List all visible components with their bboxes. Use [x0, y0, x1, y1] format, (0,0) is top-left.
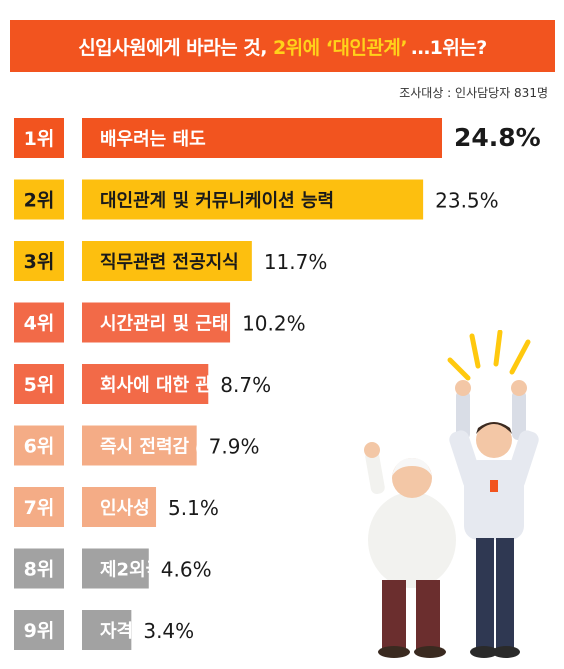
rank-label: 3위	[24, 251, 55, 273]
rank-label: 9위	[24, 620, 55, 642]
value-label: 5.1%	[168, 496, 219, 520]
bar-label: 대인관계 및 커뮤니케이션 능력	[100, 191, 334, 212]
rank-label: 4위	[24, 313, 55, 335]
value-label: 10.2%	[242, 312, 306, 336]
bar	[82, 118, 442, 158]
bar	[82, 487, 157, 527]
short-man-figure	[364, 442, 456, 658]
rank-box	[14, 610, 64, 650]
value-label: 11.7%	[264, 250, 328, 274]
bar-label: 직무관련 전공지식	[100, 252, 239, 273]
rank-label: 8위	[24, 559, 55, 581]
office-workers-illustration	[364, 330, 539, 658]
title-suffix: …1위는?	[411, 36, 487, 59]
bar-label: 제2외국어 능력	[100, 560, 218, 581]
value-label: 3.4%	[143, 619, 194, 643]
rank-label: 2위	[24, 190, 55, 212]
bar-label: 인사성	[100, 498, 150, 519]
rank-box	[14, 487, 64, 527]
bar	[82, 610, 132, 650]
bar-row: 2위 대인관계 및 커뮤니케이션 능력 23.5%	[14, 179, 499, 220]
title-banner: 신입사원에게 바라는 것, 2위에 ‘대인관계’ …1위는?	[10, 20, 555, 72]
rank-label: 6위	[24, 436, 55, 458]
bar-label: 회사에 대한 관심	[100, 375, 228, 396]
bar-row: 3위 직무관련 전공지식 11.7%	[14, 241, 327, 281]
rank-box	[14, 302, 64, 343]
value-label: 4.6%	[161, 558, 212, 582]
rank-label: 7위	[24, 497, 55, 519]
rank-label: 1위	[24, 128, 55, 150]
rank-box	[14, 425, 64, 466]
bar-row: 7위 인사성 5.1%	[14, 487, 219, 527]
bar-label: 즉시 전력감 (실무 투입)	[100, 437, 259, 458]
bar	[82, 364, 209, 404]
bar-row: 1위 배우려는 태도 24.8%	[14, 118, 541, 158]
bar	[82, 179, 424, 220]
bar-row: 8위 제2외국어 능력4.6%	[14, 548, 218, 589]
rank-box	[14, 364, 64, 404]
bar-row: 5위 회사에 대한 관심8.7%	[14, 364, 271, 404]
rank-box	[14, 118, 64, 158]
title-highlight: 2위에 ‘대인관계’	[272, 36, 408, 59]
bar-label: 배우려는 태도	[100, 129, 206, 150]
title-prefix: 신입사원에게 바라는 것,	[78, 36, 267, 59]
bar-label-note: (실무 투입)	[195, 441, 259, 457]
value-label: 23.5%	[435, 189, 499, 213]
value-label: 24.8%	[454, 123, 541, 152]
bar	[82, 241, 252, 281]
bar	[82, 548, 149, 589]
rank-box	[14, 241, 64, 281]
rank-box	[14, 179, 64, 220]
bar	[82, 302, 231, 343]
survey-note: 조사대상 : 인사담당자 831명	[399, 86, 548, 100]
value-label: 8.7%	[220, 373, 271, 397]
tall-man-figure	[449, 380, 539, 658]
burst-lines-icon	[447, 330, 531, 381]
value-label: 7.9%	[209, 435, 260, 459]
bar-label: 시간관리 및 근태 개념	[100, 314, 268, 335]
bar-label: 자격증	[100, 621, 150, 642]
rank-label: 5위	[24, 374, 55, 396]
bar-row: 6위 즉시 전력감 (실무 투입)7.9%	[14, 425, 260, 466]
bar	[82, 425, 197, 466]
rank-box	[14, 548, 64, 589]
